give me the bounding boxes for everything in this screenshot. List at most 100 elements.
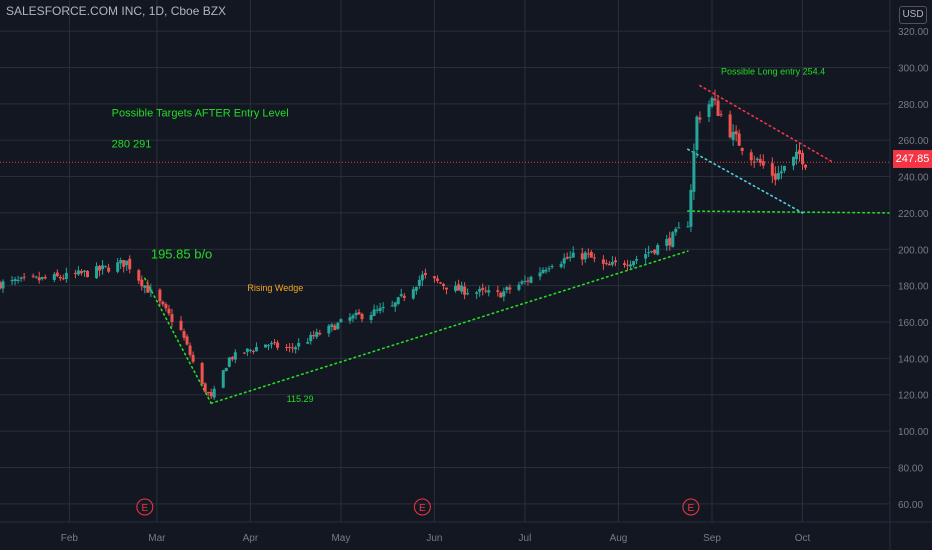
candle	[550, 264, 554, 269]
currency-button[interactable]: USD	[899, 6, 927, 24]
candle	[752, 155, 756, 168]
y-tick-label: 240.00	[898, 173, 929, 184]
candle-body	[354, 312, 358, 316]
candle-body	[1, 281, 5, 289]
candle-body	[791, 156, 795, 166]
candle-body	[794, 151, 798, 160]
candle	[538, 267, 542, 281]
candle	[402, 293, 406, 302]
candle-body	[737, 133, 741, 146]
candle-body	[559, 263, 563, 268]
candle	[73, 269, 77, 279]
candle	[475, 290, 479, 299]
candle	[179, 316, 183, 332]
candle	[607, 261, 611, 266]
candle	[37, 271, 41, 284]
candle-body	[653, 249, 657, 254]
x-tick-label: Jul	[519, 533, 532, 544]
candle-body	[550, 266, 554, 268]
candle	[254, 342, 258, 352]
candle-body	[200, 362, 204, 384]
candle-body	[206, 391, 210, 394]
candle-body	[568, 256, 572, 258]
candle-body	[209, 392, 213, 397]
candle-body	[291, 347, 295, 349]
candle	[441, 282, 445, 290]
y-tick-label: 100.00	[898, 427, 929, 438]
candle-body	[623, 263, 627, 266]
candle	[562, 253, 566, 269]
candle	[164, 302, 168, 312]
candle	[508, 284, 512, 294]
x-tick-label: Apr	[243, 533, 259, 544]
candle	[529, 275, 533, 284]
candle-body	[457, 284, 461, 291]
chart-annotation[interactable]: 115.29	[287, 394, 314, 404]
earnings-marker[interactable]: E	[136, 498, 154, 516]
candle-body	[13, 279, 17, 281]
candle	[140, 275, 144, 291]
candle-body	[64, 272, 68, 279]
trendline-drop-line[interactable]	[144, 277, 212, 405]
trendline-channel-lower[interactable]	[687, 148, 804, 214]
candle	[206, 391, 210, 397]
candle-body	[40, 277, 44, 279]
candle-body	[454, 285, 458, 291]
candle-body	[185, 336, 189, 345]
candle-body	[604, 263, 608, 265]
candle-body	[315, 332, 319, 337]
candle	[653, 249, 657, 255]
chart-annotation[interactable]: Possible Targets AFTER Entry Level	[112, 108, 289, 120]
trendline-wedge-lower[interactable]	[210, 250, 689, 405]
candle-body	[520, 281, 524, 284]
candle-body	[610, 262, 614, 265]
candle-body	[339, 319, 343, 323]
earnings-marker[interactable]: E	[413, 498, 431, 516]
candle	[285, 343, 289, 352]
chart-annotation[interactable]: Rising Wedge	[247, 283, 303, 293]
candle	[158, 288, 162, 306]
candle-body	[677, 227, 681, 229]
candle-body	[565, 256, 569, 259]
candle	[692, 143, 696, 201]
candle-body	[95, 266, 99, 279]
candle-body	[481, 287, 485, 290]
candle	[276, 340, 280, 351]
candle-body	[393, 302, 397, 307]
candle	[330, 322, 334, 332]
chart-annotation[interactable]: 280 291	[112, 138, 152, 150]
candle-body	[227, 357, 231, 367]
candle-body	[285, 347, 289, 349]
candle-body	[589, 251, 593, 258]
candle	[375, 305, 379, 314]
candle-body	[297, 342, 301, 347]
candle-body	[378, 307, 382, 311]
candle	[613, 256, 617, 267]
candle-body	[650, 251, 654, 253]
candle	[297, 338, 301, 351]
candle-body	[592, 257, 596, 259]
x-tick-label: Mar	[148, 533, 166, 544]
candle	[665, 234, 669, 251]
candle	[13, 276, 17, 286]
candle	[336, 321, 340, 330]
chart-annotation[interactable]: Possible Long entry 254.4	[721, 67, 825, 77]
candle	[804, 164, 808, 171]
candle	[438, 281, 442, 285]
earnings-marker[interactable]: E	[682, 498, 700, 516]
candle-body	[719, 114, 723, 116]
candle-body	[369, 315, 373, 321]
trendline-support[interactable]	[687, 210, 891, 214]
trendline-channel-upper[interactable]	[699, 84, 834, 163]
candle-body	[734, 131, 738, 135]
candle-body	[351, 315, 355, 319]
candle-body	[294, 347, 298, 350]
candle-body	[270, 343, 274, 345]
candle	[79, 268, 83, 276]
chart-annotation[interactable]: 195.85 b/o	[151, 246, 212, 261]
candle-body	[104, 265, 108, 267]
candle-body	[98, 265, 102, 271]
candle-body	[43, 277, 47, 279]
earnings-marker-label: E	[688, 503, 695, 514]
